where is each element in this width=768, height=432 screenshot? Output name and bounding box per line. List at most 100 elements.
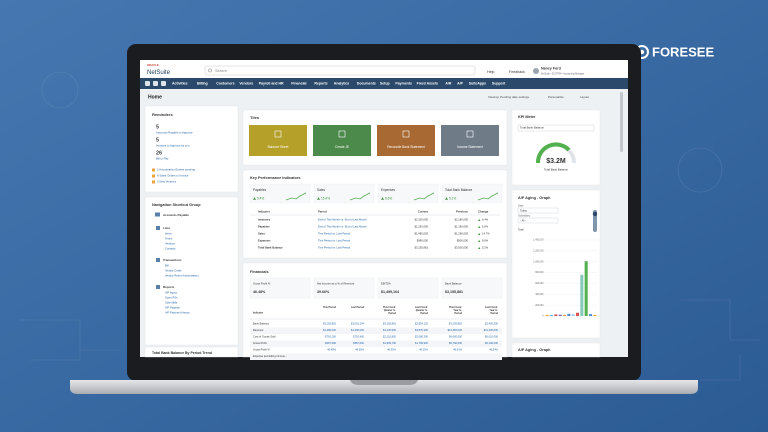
table-cell[interactable]: $702,400 <box>353 335 364 339</box>
reminder-link[interactable]: Accounts Payable to Approve <box>156 131 193 135</box>
table-cell[interactable]: End of This Month vs. End of Last Month <box>318 218 367 222</box>
tile-label[interactable]: Create JE <box>335 145 349 149</box>
nav-item[interactable]: Payroll and HR <box>259 82 284 86</box>
select-box[interactable] <box>517 124 595 132</box>
help-link[interactable]: Help <box>487 70 494 74</box>
tile[interactable] <box>313 125 371 156</box>
nav-item[interactable]: Vendors <box>239 82 253 86</box>
table-cell[interactable]: $792,100 <box>325 335 336 339</box>
table-cell[interactable]: 45.55% <box>355 348 364 352</box>
table-cell[interactable]: $2,210,800 <box>383 335 397 339</box>
tile-label[interactable]: Income Statement <box>457 145 483 149</box>
table-cell[interactable]: This Period vs. Last Period <box>318 232 351 236</box>
table-cell[interactable]: $3,155,881 <box>383 322 397 326</box>
table-cell[interactable]: $2,450,300 <box>485 322 499 326</box>
shortcut-link[interactable]: Open POs <box>165 296 178 300</box>
nav-item[interactable]: A/P <box>457 82 464 86</box>
search-box[interactable] <box>204 65 476 76</box>
table-cell[interactable]: $3,155,881 <box>449 322 463 326</box>
table-cell[interactable]: End of This Month vs. End of Last Month <box>318 225 367 229</box>
nav-item[interactable]: Customers <box>216 82 234 86</box>
table-cell[interactable]: $1,789,900 <box>415 341 429 345</box>
bar <box>593 314 597 316</box>
tile-label[interactable]: Balance Sheet <box>268 145 289 149</box>
shortcut-link[interactable]: A/P Register <box>165 306 180 310</box>
reminder-link[interactable]: 2 New Vendors <box>157 180 177 184</box>
table-cell[interactable]: $11,200,000 <box>484 328 499 332</box>
shortcut-link[interactable]: Bill <box>165 264 169 268</box>
tile[interactable] <box>377 125 435 156</box>
feedback-link[interactable]: Feedback <box>509 70 525 74</box>
table-cell[interactable]: This Period vs. Last Period <box>318 246 351 250</box>
table-cell[interactable]: $6,010,000 <box>485 335 499 339</box>
table-cell[interactable]: 46.51% <box>453 348 462 352</box>
nav-item[interactable]: Documents <box>357 82 376 86</box>
nav-item[interactable]: A/R <box>445 82 452 86</box>
user-name[interactable]: Nancy Ford <box>541 66 561 70</box>
table-cell: $1,290,000 <box>455 232 469 236</box>
shortcut-folder[interactable]: Accounts Payable <box>163 213 189 217</box>
table-cell[interactable]: $6,660,000 <box>449 335 463 339</box>
page-control[interactable]: Viewing: Pending date settings <box>488 95 529 99</box>
slider-knob[interactable] <box>592 211 598 217</box>
nav-item[interactable]: SuiteApps <box>469 82 486 86</box>
table-cell[interactable]: This Period vs. Last Period <box>318 239 351 243</box>
nav-item[interactable]: Reports <box>314 82 327 86</box>
table-cell[interactable]: $687,900 <box>325 341 336 345</box>
table-cell[interactable]: $2,080,300 <box>415 335 429 339</box>
table-cell[interactable]: $3,155,881 <box>323 322 337 326</box>
nav-item[interactable]: Fixed Assets <box>417 82 439 86</box>
filter-value: Today <box>520 208 528 212</box>
nav-item[interactable]: Analytics <box>334 82 350 86</box>
page-control[interactable]: Personalize <box>548 95 564 99</box>
table-cell[interactable]: $1,480,000 <box>323 328 337 332</box>
filter-box[interactable] <box>517 217 559 224</box>
table-cell[interactable]: $12,450,000 <box>448 328 463 332</box>
table-cell[interactable]: $3,870,200 <box>415 328 429 332</box>
shortcut-link[interactable]: Vendor Credit <box>165 269 182 273</box>
tile[interactable] <box>441 125 499 156</box>
table-cell[interactable]: 46.34% <box>489 348 498 352</box>
shortcut-link[interactable]: Open Bills <box>165 301 178 305</box>
shortcut-link[interactable]: Vendor Return Authorization <box>165 274 199 278</box>
nav-item[interactable]: Payments <box>395 82 412 86</box>
nav-item[interactable]: Setup <box>380 82 390 86</box>
table-cell[interactable]: $5,190,000 <box>485 341 499 345</box>
y-tick-label: 200,000 <box>535 305 544 307</box>
table-cell[interactable]: $2,854,120 <box>415 322 429 326</box>
shortcut-link[interactable]: A/P Payment History <box>165 311 190 315</box>
table-cell[interactable]: $1,290,000 <box>351 328 365 332</box>
filter-box[interactable] <box>517 207 559 214</box>
nav-item[interactable]: Activities <box>172 82 188 86</box>
shortcut-link[interactable]: Vendors <box>165 242 176 246</box>
reminder-link[interactable]: 8 Sales Orders to Invoice <box>157 174 189 178</box>
nav-item[interactable]: Financial <box>291 82 306 86</box>
nav-item[interactable]: Billing <box>197 82 208 86</box>
reminder-link[interactable]: Bill to Pay <box>156 157 169 161</box>
shortcut-link[interactable]: A/P Aging <box>165 291 177 295</box>
reminder-link[interactable]: Invoices to Approve by you <box>156 144 190 148</box>
table-cell[interactable]: 46.25% <box>419 348 428 352</box>
table-cell: $980,000 <box>417 239 429 243</box>
table-cell[interactable]: $3,001,234 <box>351 322 365 326</box>
table-cell: Payables <box>258 225 270 229</box>
reminder-link[interactable]: 2 Amortization Entries pending <box>157 168 195 172</box>
tile-label[interactable]: Reconcile Bank Statement <box>387 145 425 149</box>
table-cell[interactable]: $1,909,700 <box>383 341 397 345</box>
kpi-sparkline <box>285 192 307 201</box>
scrollbar[interactable] <box>620 92 623 152</box>
bar <box>558 314 562 316</box>
table-cell[interactable]: 46.48% <box>327 348 336 352</box>
shortcut-link[interactable]: Items <box>165 232 172 236</box>
tile[interactable] <box>249 125 307 156</box>
y-tick-label: 800,000 <box>535 272 544 274</box>
table-cell[interactable]: $4,120,500 <box>383 328 397 332</box>
nav-item[interactable]: Support <box>492 82 506 86</box>
table-cell[interactable]: 46.35% <box>387 348 396 352</box>
shortcut-link[interactable]: Contacts <box>165 247 176 251</box>
table-cell[interactable]: $587,600 <box>353 341 364 345</box>
page-control[interactable]: Layout <box>580 95 589 99</box>
table-cell[interactable]: $5,790,000 <box>449 341 463 345</box>
shortcut-link[interactable]: Terms <box>165 237 173 241</box>
